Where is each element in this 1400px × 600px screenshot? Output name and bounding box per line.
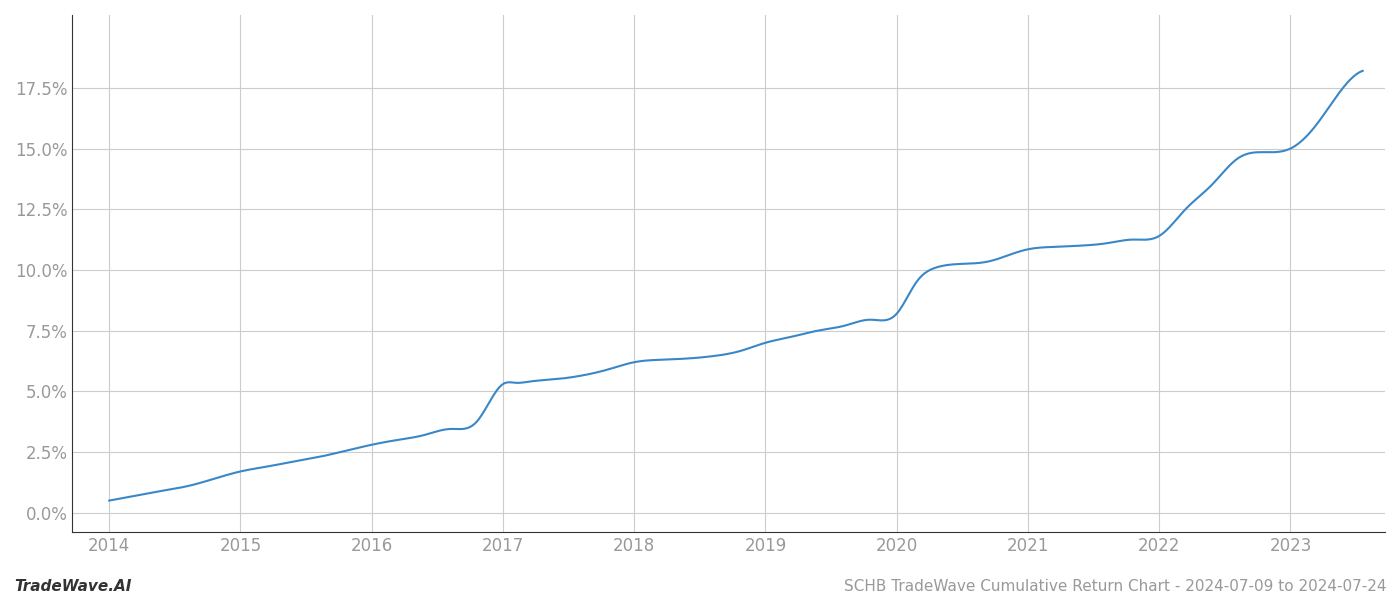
Text: TradeWave.AI: TradeWave.AI [14,579,132,594]
Text: SCHB TradeWave Cumulative Return Chart - 2024-07-09 to 2024-07-24: SCHB TradeWave Cumulative Return Chart -… [843,579,1386,594]
